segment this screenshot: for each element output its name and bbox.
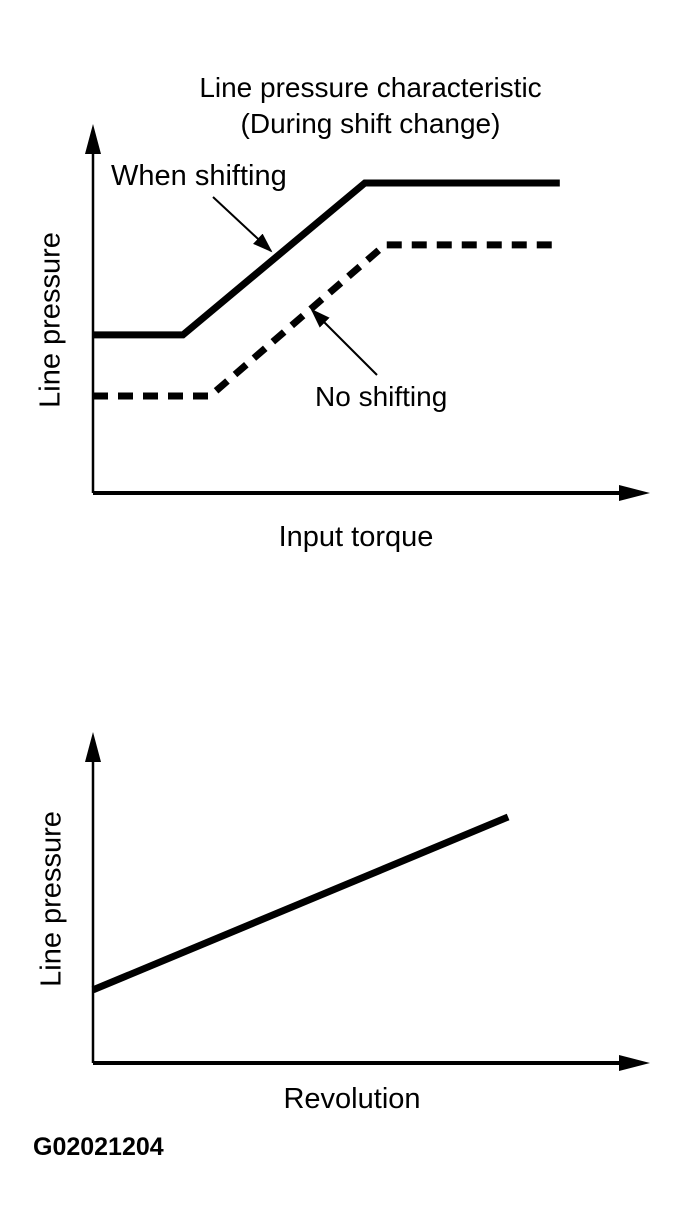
top-x-axis-label: Input torque bbox=[278, 521, 434, 553]
when-shifting-leader-arrow-icon bbox=[212, 196, 273, 253]
top-y-axis-arrowhead-icon bbox=[85, 124, 101, 154]
figure-code: G02021204 bbox=[33, 1133, 164, 1161]
top-chart-axes bbox=[85, 124, 650, 501]
bottom-y-axis-arrowhead-icon bbox=[85, 732, 101, 762]
when-shifting-line bbox=[93, 179, 560, 339]
top-chart-title-block: Line pressure characteristic (During shi… bbox=[93, 70, 648, 142]
bottom-x-axis-arrowhead-icon bbox=[619, 1055, 650, 1071]
top-x-axis-arrowhead-icon bbox=[619, 485, 650, 501]
bottom-y-axis-label: Line pressure bbox=[35, 811, 68, 987]
no-shifting-leader-arrow-icon bbox=[310, 308, 378, 376]
no-shifting-line bbox=[93, 241, 560, 400]
line-pressure-vs-revolution-line bbox=[91, 813, 510, 994]
bottom-x-axis-label: Revolution bbox=[283, 1083, 421, 1115]
top-chart-subtitle: (During shift change) bbox=[240, 108, 501, 139]
top-chart-title: Line pressure characteristic bbox=[199, 72, 542, 103]
top-y-axis-label: Line pressure bbox=[34, 232, 67, 408]
when-shifting-label: When shifting bbox=[111, 160, 287, 192]
no-shifting-label: No shifting bbox=[315, 381, 448, 412]
bottom-chart-axes bbox=[85, 732, 650, 1071]
